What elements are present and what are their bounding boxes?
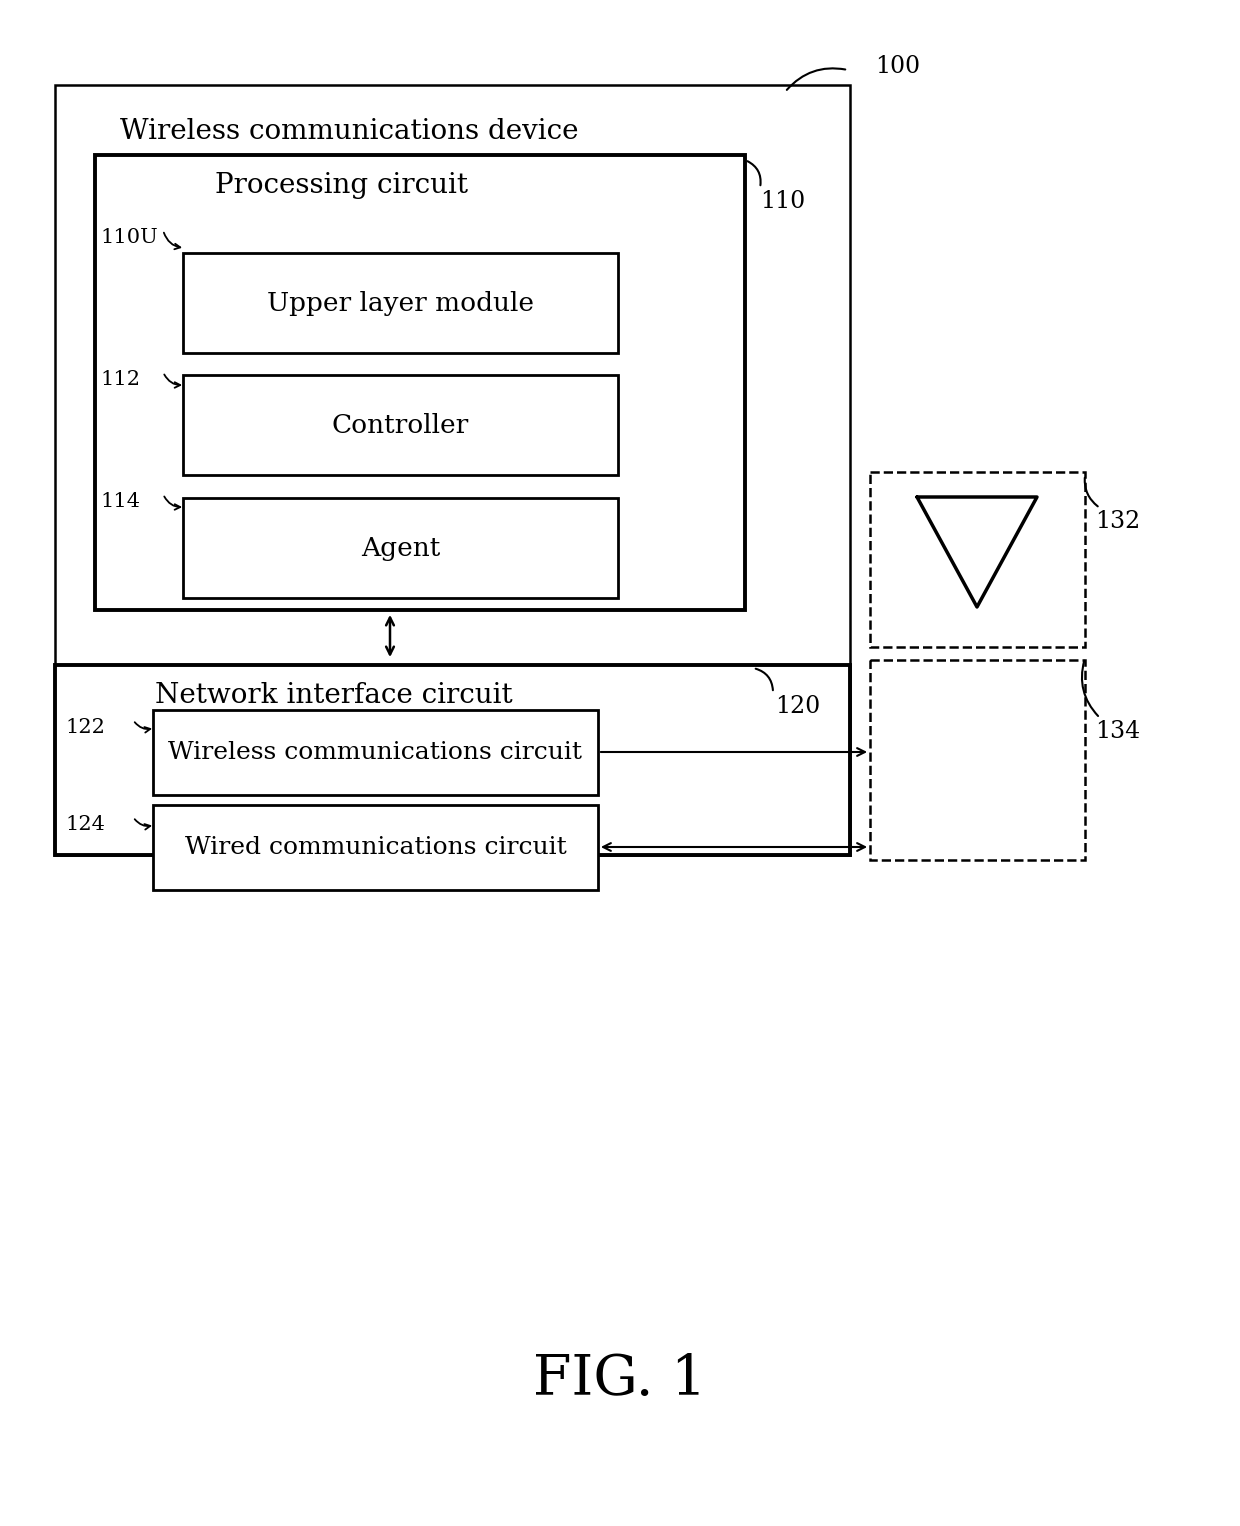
Text: 124: 124	[64, 815, 105, 835]
Text: Processing circuit: Processing circuit	[215, 172, 467, 198]
Text: Upper layer module: Upper layer module	[267, 290, 534, 316]
Bar	[184, 375, 618, 475]
Text: 110: 110	[760, 191, 805, 214]
Bar	[870, 472, 1085, 647]
Bar	[870, 661, 1085, 861]
Text: 122: 122	[64, 719, 105, 737]
Bar	[153, 806, 598, 890]
Text: 100: 100	[875, 55, 920, 78]
Text: Agent: Agent	[361, 536, 440, 560]
Text: 114: 114	[100, 491, 140, 511]
Bar	[153, 710, 598, 795]
Text: FIG. 1: FIG. 1	[533, 1352, 707, 1407]
Text: 110U: 110U	[100, 227, 157, 247]
Text: Wired communications circuit: Wired communications circuit	[185, 836, 567, 859]
Bar	[55, 85, 849, 855]
Text: 134: 134	[1095, 720, 1141, 743]
Text: Controller: Controller	[332, 412, 469, 438]
Bar	[184, 497, 618, 598]
Bar	[184, 253, 618, 353]
Text: 132: 132	[1095, 510, 1141, 533]
Bar	[55, 665, 849, 855]
Text: 112: 112	[100, 369, 140, 389]
Text: 120: 120	[775, 694, 820, 719]
Text: Network interface circuit: Network interface circuit	[155, 682, 512, 710]
Text: Wireless communications circuit: Wireless communications circuit	[169, 742, 583, 765]
Text: Wireless communications device: Wireless communications device	[120, 118, 579, 145]
Bar	[95, 156, 745, 610]
